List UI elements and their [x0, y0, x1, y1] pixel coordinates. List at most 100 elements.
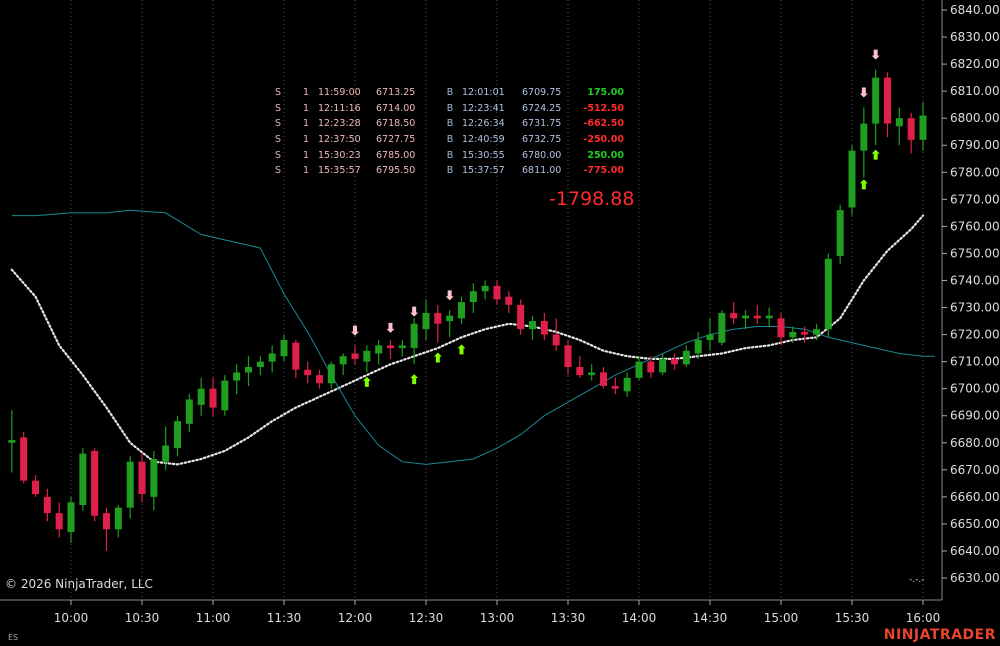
candle[interactable]	[256, 356, 264, 376]
candle[interactable]	[872, 69, 880, 146]
trade-pnl: -662.50	[583, 118, 624, 130]
candle[interactable]	[884, 72, 891, 138]
candle[interactable]	[552, 318, 560, 351]
candle[interactable]	[197, 377, 205, 416]
candle[interactable]	[848, 145, 856, 216]
candle[interactable]	[659, 353, 667, 376]
candle-body	[162, 445, 170, 462]
candle[interactable]	[150, 450, 158, 511]
total-pnl: -1798.88	[549, 188, 635, 210]
candle[interactable]	[327, 361, 335, 389]
x-tick-label: 10:00	[54, 611, 89, 625]
candle[interactable]	[316, 369, 323, 389]
candle[interactable]	[765, 307, 773, 327]
candle[interactable]	[363, 345, 371, 373]
candle[interactable]	[588, 364, 596, 381]
candle[interactable]	[174, 415, 181, 457]
candle[interactable]	[20, 431, 28, 484]
candle[interactable]	[469, 283, 477, 313]
candle[interactable]	[576, 356, 584, 378]
candle[interactable]	[126, 456, 134, 519]
sell-arrow-icon	[351, 325, 359, 336]
candle[interactable]	[32, 475, 39, 497]
candle[interactable]	[493, 280, 501, 305]
candle[interactable]	[730, 302, 738, 324]
candle[interactable]	[245, 356, 252, 386]
candle[interactable]	[907, 112, 915, 154]
candle[interactable]	[789, 326, 797, 343]
candle[interactable]	[162, 426, 170, 470]
candle[interactable]	[635, 356, 643, 381]
candle-body	[777, 318, 785, 338]
candle[interactable]	[611, 377, 619, 395]
candle[interactable]	[387, 339, 394, 359]
candle[interactable]	[777, 312, 785, 346]
candle[interactable]	[292, 339, 300, 378]
candle[interactable]	[600, 367, 607, 389]
candle[interactable]	[813, 323, 820, 340]
candle[interactable]	[410, 318, 418, 365]
candle[interactable]	[138, 453, 146, 503]
buy-arrow-icon	[410, 374, 419, 385]
candle[interactable]	[718, 310, 726, 346]
sell-arrow-icon	[386, 322, 395, 333]
candle[interactable]	[836, 204, 844, 265]
candle[interactable]	[564, 339, 572, 376]
trade-pnl: 250.00	[587, 149, 624, 161]
candle-body	[860, 123, 868, 151]
candle[interactable]	[79, 448, 87, 511]
trade-pnl: -250.00	[583, 134, 624, 146]
candle[interactable]	[209, 377, 217, 416]
candle[interactable]	[339, 353, 347, 376]
candle[interactable]	[895, 107, 903, 146]
sell-arrow-icon	[410, 306, 419, 317]
candle[interactable]	[706, 318, 714, 351]
candle[interactable]	[434, 304, 442, 343]
candle[interactable]	[623, 372, 631, 397]
candle[interactable]	[505, 291, 513, 313]
candle[interactable]	[446, 310, 454, 338]
y-tick-label: 6780.00	[950, 165, 1000, 179]
x-tick-label: 13:30	[551, 611, 586, 625]
candle[interactable]	[67, 496, 75, 543]
candle[interactable]	[398, 339, 406, 357]
candle[interactable]	[481, 280, 489, 300]
candle[interactable]	[422, 299, 430, 340]
candle[interactable]	[682, 345, 690, 368]
candle[interactable]	[91, 448, 99, 522]
candle[interactable]	[375, 339, 383, 365]
x-tick-label: 14:00	[622, 611, 657, 625]
candle-body	[505, 296, 513, 305]
candle[interactable]	[860, 107, 868, 178]
candle[interactable]	[801, 326, 809, 343]
candle[interactable]	[694, 331, 702, 359]
candle[interactable]	[517, 299, 525, 335]
x-tick-label: 15:30	[835, 611, 870, 625]
candle[interactable]	[540, 312, 548, 340]
y-tick-label: 6840.00	[950, 3, 1000, 17]
candle[interactable]	[529, 315, 536, 340]
candle[interactable]	[43, 488, 51, 522]
candle[interactable]	[671, 353, 678, 370]
candle[interactable]	[824, 253, 832, 338]
candle[interactable]	[268, 345, 276, 373]
candle[interactable]	[103, 507, 110, 551]
candle[interactable]	[351, 345, 359, 365]
candle[interactable]	[185, 394, 193, 432]
y-tick-label: 6760.00	[950, 219, 1000, 233]
candle[interactable]	[304, 361, 312, 384]
candles[interactable]	[8, 69, 927, 551]
candle[interactable]	[8, 410, 16, 473]
candle[interactable]	[280, 334, 288, 362]
candle[interactable]	[919, 101, 927, 151]
candle[interactable]	[55, 502, 63, 538]
candle[interactable]	[742, 310, 749, 330]
candle[interactable]	[458, 296, 465, 324]
candle-body	[765, 315, 773, 319]
candle[interactable]	[233, 364, 241, 395]
candle[interactable]	[114, 504, 122, 538]
candle[interactable]	[221, 375, 229, 416]
candle[interactable]	[647, 356, 655, 378]
candle[interactable]	[753, 304, 761, 324]
